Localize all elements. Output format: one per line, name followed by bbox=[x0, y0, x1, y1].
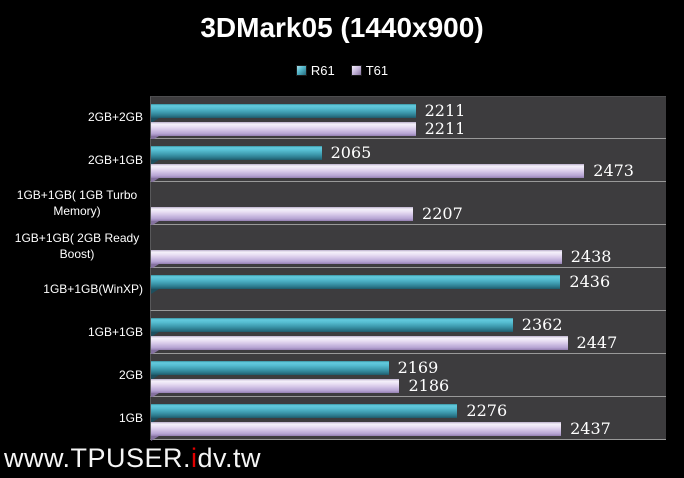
category-row: 1GB+1GB( 1GB Turbo Memory) 2207 bbox=[0, 182, 666, 225]
value-label: 2065 bbox=[330, 143, 372, 162]
bar-r61 bbox=[151, 404, 458, 418]
value-label: 2438 bbox=[570, 247, 612, 266]
bar-slot-r61: 2276 bbox=[151, 401, 666, 420]
legend-item-r61: R61 bbox=[295, 63, 335, 78]
bar-r61 bbox=[151, 104, 416, 118]
category-band: 2436 bbox=[150, 268, 666, 311]
category-row: 1GB+1GB 2362 2447 bbox=[0, 311, 666, 354]
bar-slot-t61: 2447 bbox=[151, 333, 666, 352]
value-label: 2186 bbox=[408, 376, 450, 395]
category-row: 2GB+1GB 2065 2473 bbox=[0, 139, 666, 182]
value-label: 2169 bbox=[397, 358, 439, 377]
category-label: 1GB+1GB( 2GB Ready Boost) bbox=[0, 225, 150, 268]
legend-label-t61: T61 bbox=[365, 63, 389, 78]
value-label: 2473 bbox=[593, 161, 634, 180]
value-label: 2437 bbox=[570, 419, 611, 438]
bar-t61 bbox=[151, 379, 400, 393]
category-label-text: 1GB bbox=[118, 410, 143, 425]
category-band: 2207 bbox=[150, 182, 666, 225]
watermark-prefix: www.TPUSER. bbox=[4, 443, 192, 473]
bar-r61 bbox=[151, 361, 389, 375]
bar-slot-t61: 2207 bbox=[151, 204, 666, 223]
legend-label-r61: R61 bbox=[310, 63, 335, 78]
bar-slot-t61: 2211 bbox=[151, 119, 666, 138]
value-label: 2362 bbox=[521, 315, 563, 334]
watermark: www.TPUSER.idv.tw bbox=[4, 443, 261, 474]
category-label: 1GB bbox=[0, 397, 150, 440]
category-row: 1GB+1GB(WinXP) 2436 bbox=[0, 268, 666, 311]
category-band: 2438 bbox=[150, 225, 666, 268]
category-label-text: 1GB+1GB(WinXP) bbox=[43, 281, 143, 296]
bar-t61 bbox=[151, 164, 585, 178]
bar-t61 bbox=[151, 122, 416, 136]
value-label: 2211 bbox=[424, 119, 466, 138]
value-label: 2211 bbox=[424, 101, 466, 120]
category-label: 1GB+1GB bbox=[0, 311, 150, 354]
category-band: 2211 2211 bbox=[150, 96, 666, 139]
category-label: 1GB+1GB(WinXP) bbox=[0, 268, 150, 311]
bar-slot-r61: 2362 bbox=[151, 315, 666, 334]
watermark-highlight: i bbox=[191, 443, 198, 473]
category-label: 1GB+1GB( 1GB Turbo Memory) bbox=[0, 182, 150, 225]
value-label: 2276 bbox=[466, 401, 508, 420]
category-row: 1GB 2276 2437 bbox=[0, 397, 666, 440]
bar-slot-r61: 2436 bbox=[151, 272, 666, 291]
category-band: 2276 2437 bbox=[150, 397, 666, 440]
category-band: 2362 2447 bbox=[150, 311, 666, 354]
bar-slot-r61: 2211 bbox=[151, 101, 666, 120]
bar-slot-t61: 2186 bbox=[151, 376, 666, 395]
bar-slot-t61: 2437 bbox=[151, 419, 666, 438]
legend: R61 T61 bbox=[0, 63, 684, 78]
category-row: 1GB+1GB( 2GB Ready Boost) 2438 bbox=[0, 225, 666, 268]
category-label-text: 2GB+1GB bbox=[87, 152, 143, 167]
category-row: 2GB 2169 2186 bbox=[0, 354, 666, 397]
chart-title: 3DMark05 (1440x900) bbox=[200, 12, 484, 43]
legend-item-t61: T61 bbox=[350, 63, 389, 78]
bar-slot-r61: 2065 bbox=[151, 143, 666, 162]
bar-t61 bbox=[151, 207, 414, 221]
category-label: 2GB bbox=[0, 354, 150, 397]
bar-t61 bbox=[151, 250, 562, 264]
bar-r61 bbox=[151, 275, 561, 289]
legend-swatch-r61-icon bbox=[295, 65, 307, 76]
bar-r61 bbox=[151, 146, 322, 160]
bar-r61 bbox=[151, 318, 513, 332]
category-label: 2GB+2GB bbox=[0, 96, 150, 139]
category-band: 2065 2473 bbox=[150, 139, 666, 182]
bar-t61 bbox=[151, 422, 562, 436]
category-label: 2GB+1GB bbox=[0, 139, 150, 182]
category-band: 2169 2186 bbox=[150, 354, 666, 397]
value-label: 2207 bbox=[422, 204, 463, 223]
bar-t61 bbox=[151, 336, 568, 350]
legend-swatch-t61-icon bbox=[350, 65, 362, 76]
bar-slot-r61: 2169 bbox=[151, 358, 666, 377]
bar-slot-t61: 2438 bbox=[151, 247, 666, 266]
value-label: 2447 bbox=[576, 333, 618, 352]
plot-area: 2GB+2GB 2211 2211 2GB+1GB 2065 2473 1GB+1GB( 1… bbox=[0, 96, 666, 440]
category-label-text: 1GB+1GB bbox=[87, 324, 143, 339]
category-row: 2GB+2GB 2211 2211 bbox=[0, 96, 666, 139]
bar-slot-t61: 2473 bbox=[151, 161, 666, 180]
category-label-text: 1GB+1GB( 2GB Ready Boost) bbox=[14, 230, 140, 261]
category-label-text: 2GB+2GB bbox=[87, 109, 143, 124]
watermark-suffix: dv.tw bbox=[197, 443, 262, 473]
category-label-text: 2GB bbox=[118, 367, 143, 382]
value-label: 2436 bbox=[569, 272, 611, 291]
category-label-text: 1GB+1GB( 1GB Turbo Memory) bbox=[16, 187, 138, 218]
